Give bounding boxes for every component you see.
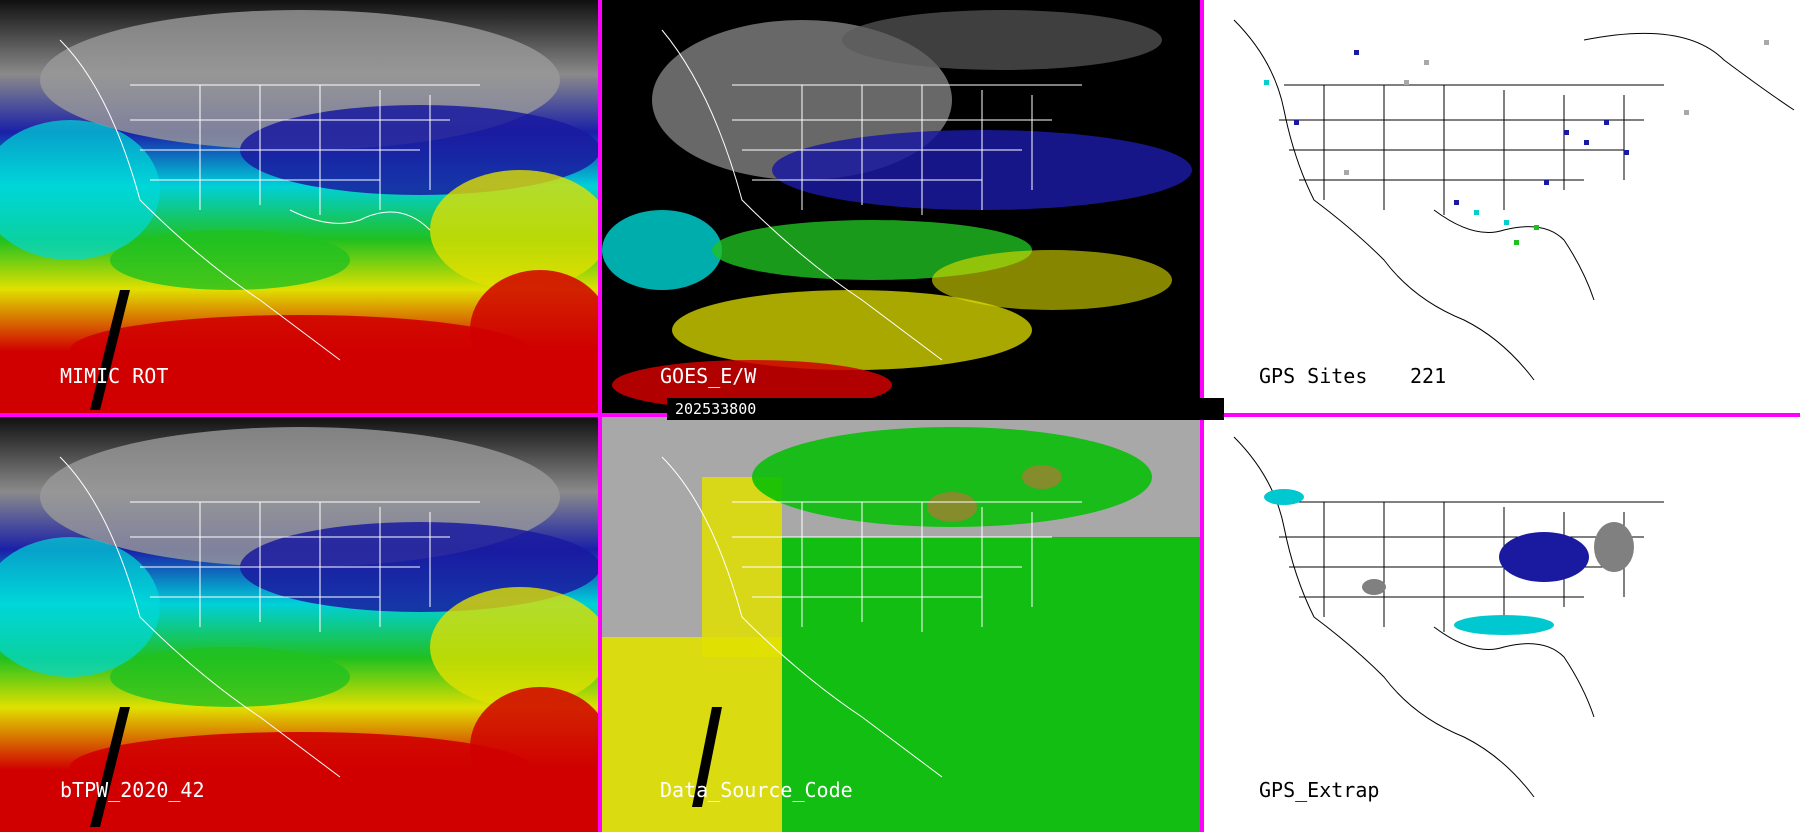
- panel-btpw: [0, 417, 598, 832]
- timestamp-bar: 202533800: [667, 398, 1224, 420]
- panel-label-gps-extrap: GPS_Extrap: [1259, 778, 1380, 802]
- tpw-map-mimic-rot: [0, 0, 598, 413]
- panel-data-source: [602, 417, 1200, 832]
- panel-label-gps-sites: GPS Sites: [1259, 364, 1368, 388]
- gps-sites-map: [1204, 0, 1800, 413]
- panel-mimic-rot: [0, 0, 598, 413]
- panel-gps-extrap: [1204, 417, 1800, 832]
- gps-site-count: 221: [1410, 364, 1447, 388]
- panel-label-btpw: bTPW_2020_42: [60, 778, 205, 802]
- data-source-map: [602, 417, 1200, 832]
- panel-label-mimic-rot: MIMIC ROT: [60, 364, 169, 388]
- goes-map: [602, 0, 1200, 413]
- panel-label-data-source: Data_Source_Code: [660, 778, 853, 802]
- tpw-map-btpw: [0, 417, 598, 832]
- panel-goes-ew: [602, 0, 1200, 413]
- panel-gps-sites: [1204, 0, 1800, 413]
- panel-label-goes-ew: GOES_E/W: [660, 364, 757, 388]
- gps-extrap-map: [1204, 417, 1800, 832]
